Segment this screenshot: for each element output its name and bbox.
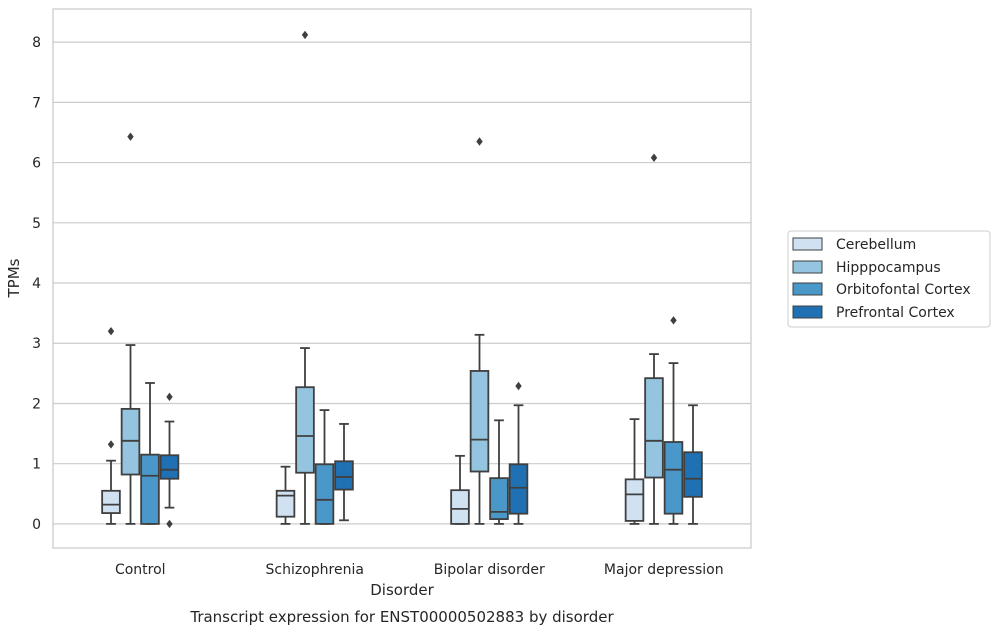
- box-iqr: [275, 489, 296, 518]
- legend-label-cerebellum: Cerebellum: [836, 237, 916, 253]
- box-control-hipppocampus: [120, 132, 141, 525]
- box-iqr: [624, 478, 645, 522]
- box-iqr: [120, 407, 141, 476]
- y-axis-label: TPMs: [5, 258, 23, 298]
- outlier-point: [107, 440, 115, 449]
- box-iqr: [508, 463, 529, 515]
- box-iqr: [683, 451, 703, 498]
- box-iqr: [140, 453, 160, 525]
- legend-swatch-orbitofrontal-cortex: [792, 282, 823, 296]
- box-iqr: [295, 386, 315, 474]
- box-iqr: [644, 377, 664, 479]
- legend: Cerebellum Hipppocampus Orbitofontal Cor…: [787, 230, 991, 328]
- outlier-point: [107, 326, 115, 336]
- box-bipolar-disorder-prefrontal-cortex: [508, 381, 529, 525]
- box-iqr: [469, 370, 490, 473]
- outlier-point: [650, 153, 658, 162]
- y-tick-label-7: 7: [32, 95, 41, 111]
- box-iqr: [334, 460, 354, 491]
- y-tick-label-3: 3: [32, 336, 41, 352]
- box-major-depression-hipppocampus: [644, 153, 664, 525]
- legend-label-hippocampus: Hipppocampus: [836, 260, 941, 276]
- legend-label-orbitofrontal-cortex: Orbitofontal Cortex: [836, 282, 971, 298]
- box-bipolar-disorder-cerebellum: [450, 454, 470, 525]
- outlier-point: [670, 316, 677, 325]
- box-control-orbitofontal-cortex: [140, 382, 160, 525]
- box-iqr: [663, 441, 684, 515]
- plot-area-frame: [52, 8, 752, 549]
- box-bipolar-disorder-orbitofontal-cortex: [489, 419, 509, 525]
- box-major-depression-orbitofontal-cortex: [663, 316, 684, 525]
- y-tick-label-4: 4: [32, 276, 41, 292]
- box-bipolar-disorder-hipppocampus: [469, 137, 490, 525]
- x-axis-label: Disorder: [370, 581, 434, 599]
- chart-title: Transcript expression for ENST0000050288…: [189, 608, 614, 626]
- legend-swatch-hippocampus: [792, 260, 823, 274]
- box-schizophrenia-orbitofontal-cortex: [314, 409, 335, 525]
- box-schizophrenia-hipppocampus: [295, 30, 315, 525]
- outlier-point: [515, 381, 522, 391]
- y-tick-label-0: 0: [32, 517, 41, 533]
- x-axis-ticks: Control Schizophrenia Bipolar disorder Majo…: [115, 562, 724, 578]
- legend-label-prefrontal-cortex: Prefrontal Cortex: [836, 305, 955, 321]
- y-axis-ticks: 0 1 2 3 4 5 6 7 8: [32, 35, 41, 533]
- y-tick-label-2: 2: [32, 396, 41, 412]
- box-control-prefrontal-cortex: [159, 392, 180, 529]
- box-major-depression-cerebellum: [624, 418, 645, 525]
- x-tick-label-control: Control: [115, 562, 166, 578]
- x-tick-label-bipolar-disorder: Bipolar disorder: [434, 562, 545, 578]
- y-tick-label-1: 1: [32, 457, 41, 473]
- box-iqr: [314, 463, 335, 525]
- outlier-point: [166, 392, 173, 402]
- box-major-depression-prefrontal-cortex: [683, 404, 703, 525]
- outlier-point: [127, 132, 134, 141]
- outlier-point: [166, 519, 173, 529]
- box-iqr: [101, 489, 121, 514]
- box-schizophrenia-cerebellum: [275, 465, 296, 525]
- box-iqr: [159, 454, 180, 480]
- y-tick-label-5: 5: [32, 216, 41, 232]
- box-iqr: [489, 477, 509, 520]
- box-iqr: [450, 489, 470, 525]
- legend-swatch-cerebellum: [792, 237, 823, 251]
- x-tick-label-schizophrenia: Schizophrenia: [266, 562, 364, 578]
- outlier-point: [301, 30, 309, 40]
- box-schizophrenia-prefrontal-cortex: [334, 423, 354, 522]
- outlier-point: [476, 137, 483, 146]
- y-tick-label-8: 8: [32, 35, 41, 51]
- y-tick-label-6: 6: [32, 156, 41, 172]
- box-control-cerebellum: [101, 326, 121, 525]
- legend-swatch-prefrontal-cortex: [792, 305, 823, 319]
- x-tick-label-major-depression: Major depression: [604, 562, 724, 578]
- box-plots: [101, 30, 703, 529]
- legend-frame: [787, 230, 991, 328]
